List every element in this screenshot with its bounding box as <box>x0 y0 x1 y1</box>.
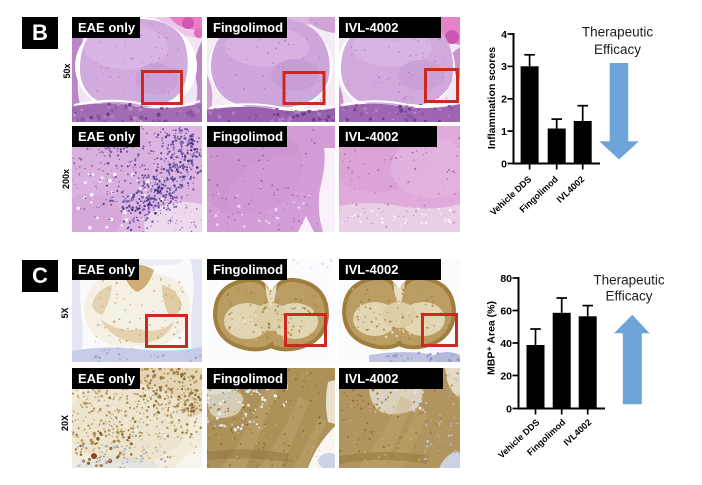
svg-text:Therapeutic: Therapeutic <box>582 24 654 39</box>
svg-text:1: 1 <box>501 126 507 138</box>
svg-text:40: 40 <box>500 338 512 350</box>
svg-text:80: 80 <box>500 273 512 285</box>
svg-text:3: 3 <box>501 61 507 73</box>
svg-text:Efficacy: Efficacy <box>594 42 641 57</box>
svg-text:Therapeutic: Therapeutic <box>593 273 665 288</box>
svg-text:4: 4 <box>501 29 507 41</box>
svg-text:2: 2 <box>501 94 507 106</box>
svg-text:Inflammation scores: Inflammation scores <box>486 47 498 149</box>
svg-text:Efficacy: Efficacy <box>605 289 652 304</box>
svg-text:20: 20 <box>500 370 512 382</box>
svg-text:60: 60 <box>500 305 512 317</box>
svg-text:0: 0 <box>506 403 512 415</box>
svg-text:0: 0 <box>501 158 507 170</box>
svg-text:MBP⁺ Area (%): MBP⁺ Area (%) <box>486 301 498 375</box>
svg-text:IVL4002: IVL4002 <box>555 174 587 205</box>
svg-text:IVL4002: IVL4002 <box>562 417 594 448</box>
